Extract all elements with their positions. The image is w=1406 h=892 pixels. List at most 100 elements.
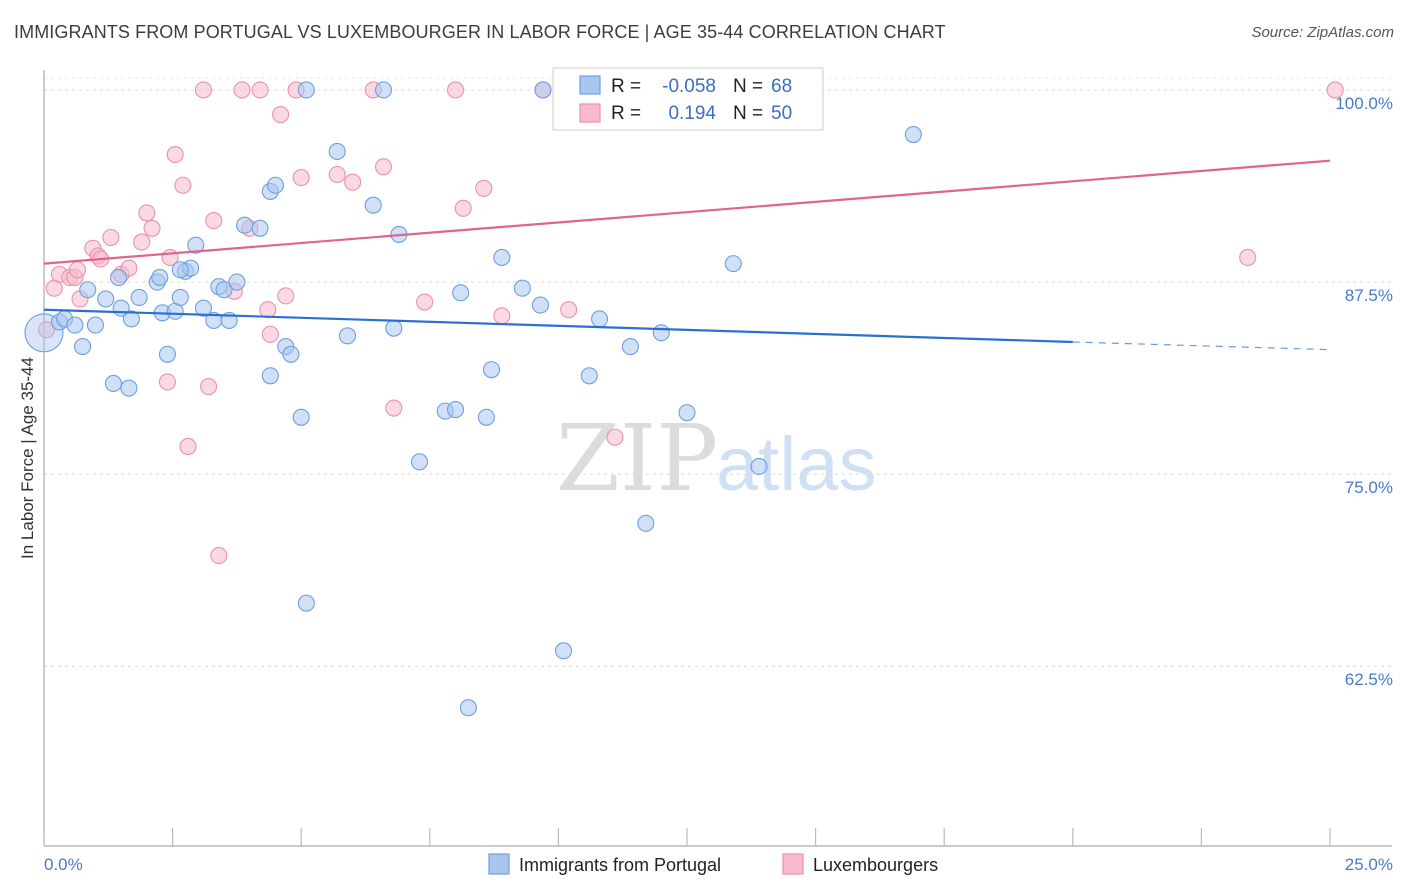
portugal-point-41 [446,401,465,419]
y-tick-label-2: 75.0% [1345,478,1393,497]
luxembourger-point-15 [143,219,161,237]
portugal-point-61 [104,374,122,393]
portugal-point-56 [678,404,696,422]
portugal-point-8 [122,310,140,328]
portugal-point-57 [724,255,742,273]
legend-label-portugal: Immigrants from Portugal [519,855,721,875]
portugal-point-65 [110,268,128,286]
portugal-point-22 [215,281,233,299]
luxembourger-point-42 [454,199,472,217]
portugal-point-34 [338,327,357,345]
portugal-point-45 [482,361,501,379]
portugal-point-39 [410,453,429,471]
portugal-point-53 [621,338,639,356]
legend: Immigrants from Portugal Luxembourgers [488,853,938,875]
y-tick-label-3: 62.5% [1345,670,1393,689]
portugal-point-67 [171,261,189,279]
portugal-point-36 [374,81,393,99]
luxembourger-point-13 [133,233,151,251]
legend-swatch-blue [488,853,510,875]
portugal-point-18 [187,236,205,254]
luxembourger-trend-line [43,159,1331,265]
portugal-point-66 [86,316,104,334]
portugal-point-50 [554,642,573,660]
portugal-point-32 [297,81,315,99]
luxembourger-point-22 [200,377,218,396]
portugal-point-44 [477,408,495,426]
portugal-trend-extension [1072,341,1331,351]
luxembourger-point-0 [38,321,56,339]
luxembourger-point-34 [292,169,310,187]
portugal-point-9 [130,288,148,306]
portugal-point-55 [652,324,670,342]
portugal-point-30 [282,345,300,363]
luxembourger-point-43 [475,179,493,197]
stats-n-label-2: N = [733,103,763,124]
portugal-point-35 [364,196,382,214]
portugal-point-5 [97,290,115,308]
stats-r-label-2: R = [611,103,641,124]
luxembourger-point-46 [560,301,578,319]
luxembourger-point-21 [194,81,213,99]
luxembourger-point-14 [138,204,156,222]
luxembourger-point-39 [385,399,403,417]
portugal-point-64 [297,594,315,612]
luxembourger-point-48 [1239,248,1257,267]
portugal-point-25 [236,216,254,234]
portugal-trend-line [43,308,1073,344]
stats-box: R = -0.058 N = 68 R = 0.194 N = 50 [552,67,824,131]
stats-n-value-2: 50 [771,103,792,124]
watermark-atlas: atlas [716,422,877,507]
stats-r-value-1: -0.058 [662,76,716,97]
luxembourger-point-24 [210,547,228,565]
luxembourger-point-26 [233,81,251,99]
portugal-point-19 [194,299,213,317]
luxembourger-point-18 [166,145,184,164]
legend-label-luxembourgers: Luxembourgers [813,855,938,875]
x-ticks [43,828,1331,846]
luxembourger-point-38 [374,158,393,176]
portugal-point-49 [531,296,549,314]
portugal-point-31 [292,408,310,426]
luxembourger-point-19 [174,176,192,194]
portugal-point-28 [266,176,285,194]
gridlines [44,77,1392,667]
luxembourger-point-16 [158,373,177,391]
portugal-point-11 [151,268,169,286]
stats-n-label-1: N = [733,76,763,97]
stats-swatch-blue [579,75,601,95]
legend-swatch-pink [782,853,804,875]
x-tick-label-1: 25.0% [1345,855,1393,874]
watermark-zip: ZIP [556,405,718,512]
stats-swatch-pink [579,103,601,123]
portugal-point-13 [158,345,177,363]
luxembourger-point-41 [446,81,465,99]
trend-lines [43,159,1331,351]
portugal-point-26 [251,219,269,237]
chart-title: IMMIGRANTS FROM PORTUGAL VS LUXEMBOURGER… [14,22,946,42]
y-axis-label: In Labor Force | Age 35-44 [18,357,37,559]
x-tick-labels: 0.0% 25.0% [44,855,1393,874]
portugal-point-54 [637,514,655,532]
luxembourger-point-32 [277,287,295,305]
y-tick-label-1: 87.5% [1345,286,1393,305]
y-tick-label-0: 100.0% [1335,94,1393,113]
portugal-point-58 [750,457,768,476]
portugal-point-6 [74,338,92,356]
luxembourger-point-36 [344,173,362,191]
stats-n-value-1: 68 [771,76,792,97]
y-tick-labels: 100.0% 87.5% 75.0% 62.5% [1335,94,1393,689]
luxembourger-point-28 [251,81,269,99]
luxembourger-point-23 [205,212,223,230]
series-immigrants-from-portugal [24,81,922,717]
stats-r-value-2: 0.194 [668,103,716,124]
portugal-point-48 [534,81,552,99]
luxembourger-point-44 [493,307,511,325]
portugal-point-33 [328,142,346,160]
stats-r-label-1: R = [611,76,641,97]
portugal-point-62 [120,379,138,397]
portugal-point-3 [66,316,84,334]
portugal-point-46 [493,248,511,267]
portugal-point-37 [385,319,403,337]
